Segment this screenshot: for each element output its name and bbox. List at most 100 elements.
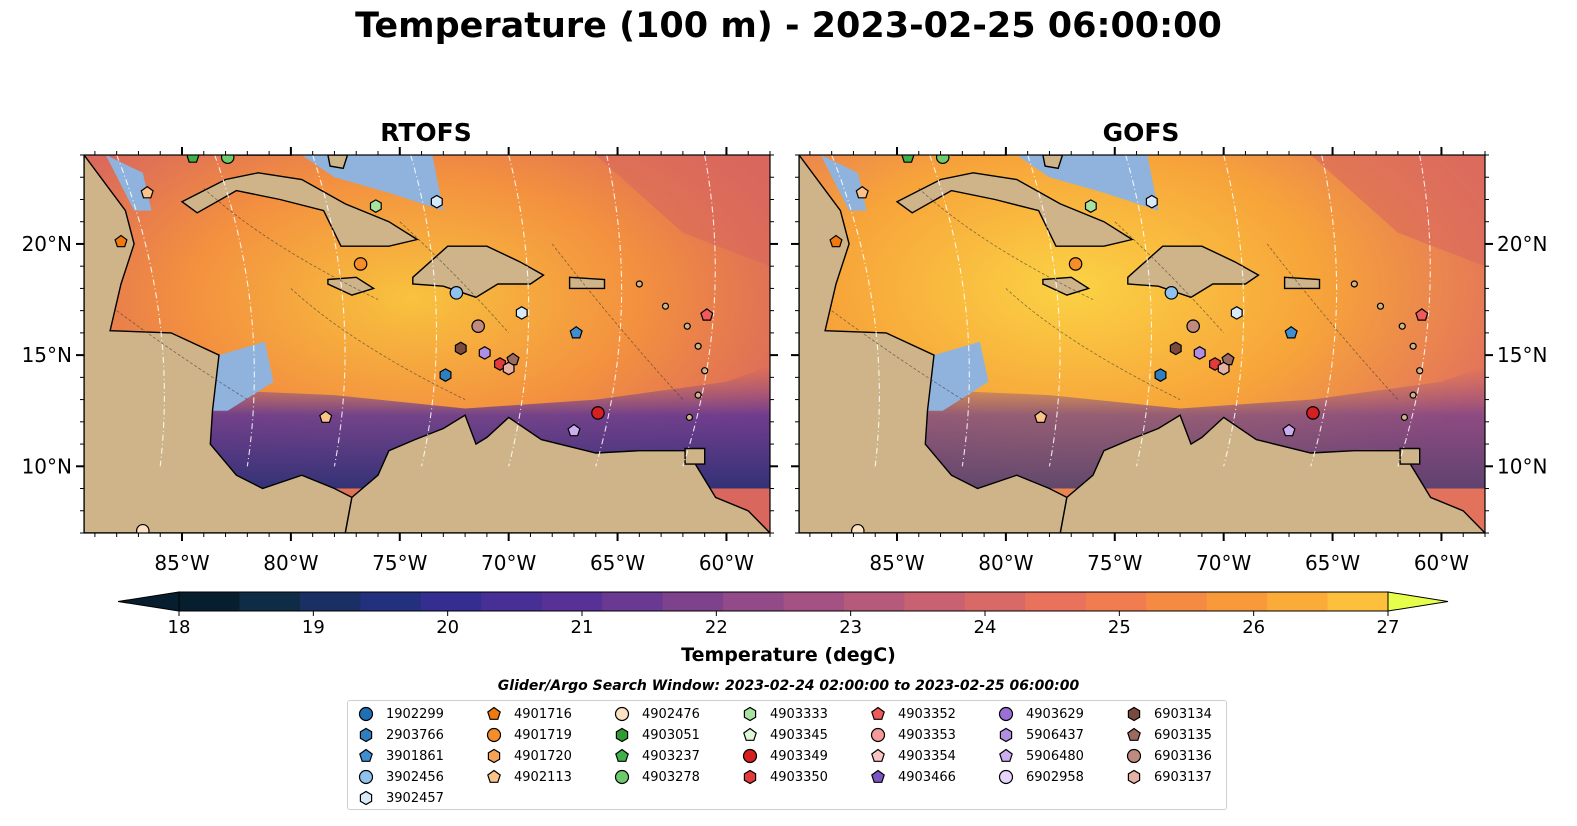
legend-marker-icon — [742, 748, 758, 764]
legend-item: 3902457 — [356, 788, 444, 808]
land-hispaniola — [1127, 245, 1260, 299]
lon-tick-label: 75°W — [372, 551, 427, 575]
boundary-line — [929, 155, 970, 467]
colorbar-segment — [1206, 592, 1268, 611]
legend-marker — [999, 727, 1013, 743]
float-marker-3902457 — [430, 194, 443, 209]
atlantic-field — [1310, 155, 1485, 267]
lon-tick-label: 65°W — [1305, 551, 1360, 575]
legend-item: 4903354 — [868, 746, 956, 766]
land-puertoRico — [568, 276, 606, 290]
legend-marker — [487, 748, 501, 764]
legend-marker-icon — [358, 706, 374, 722]
island — [683, 322, 691, 330]
legend-marker-icon — [743, 706, 757, 722]
shelf-bahamas — [301, 155, 444, 211]
colorbar-segment — [239, 592, 301, 611]
land-cuba — [180, 172, 419, 247]
float-marker-4903352 — [700, 308, 714, 321]
legend-label: 3901861 — [386, 748, 444, 764]
boundary-line — [1027, 155, 1061, 467]
float-marker-6903137 — [1217, 361, 1230, 376]
lon-tick-label: 65°W — [590, 551, 645, 575]
float-marker-3902456 — [449, 286, 464, 300]
legend-marker — [743, 706, 757, 722]
legend-marker — [742, 748, 758, 764]
colorbar-frame — [178, 591, 1389, 612]
colorbar-segment — [1085, 592, 1147, 611]
boundary-line — [508, 155, 530, 467]
legend-marker-icon — [487, 748, 501, 764]
colorbar-tick-label: 27 — [1376, 617, 1400, 638]
float-marker-4902113 — [140, 185, 154, 199]
legend-marker — [358, 769, 374, 785]
legend-marker — [359, 748, 373, 762]
legend-item: 4903278 — [612, 767, 700, 787]
lon-tick-label: 60°W — [1414, 551, 1469, 575]
legend-label: 4903466 — [898, 769, 956, 785]
legend-marker — [486, 727, 502, 743]
legend-item: 3902456 — [356, 767, 444, 787]
panel-title-gofs: GOFS — [1102, 118, 1180, 147]
float-marker-4903333 — [369, 199, 382, 213]
legend-marker — [999, 748, 1013, 762]
colorbar-segment — [1327, 592, 1389, 611]
shelf-bahamas — [1016, 155, 1159, 211]
island — [1376, 302, 1385, 310]
island — [1409, 391, 1417, 399]
colorbar-label: Temperature (degC) — [681, 644, 896, 666]
isobath — [1266, 243, 1399, 400]
legend-label: 4902476 — [642, 706, 700, 722]
land-southAmerica — [1059, 414, 1485, 533]
legend-item: 4901716 — [484, 704, 572, 724]
panel-frame — [798, 154, 1486, 534]
float-marker-4901716 — [829, 234, 843, 248]
legend-marker-icon — [487, 769, 501, 783]
figure-title: Temperature (100 m) - 2023-02-25 06:00:0… — [355, 6, 1222, 46]
boundary-line — [1310, 155, 1338, 467]
panel-frame — [83, 154, 771, 534]
legend-marker — [487, 706, 501, 720]
legend-item: 1902299 — [356, 704, 444, 724]
lat-tick-label: 15°N — [1497, 343, 1547, 367]
colorbar — [117, 591, 1449, 616]
legend-label: 4903629 — [1026, 706, 1084, 722]
legend-marker-icon — [743, 727, 757, 741]
legend-marker-icon — [870, 727, 886, 743]
legend-item: 4903237 — [612, 746, 700, 766]
legend-item: 6902958 — [996, 767, 1084, 787]
legend-marker-icon — [1127, 769, 1141, 785]
legend-item: 4902113 — [484, 767, 572, 787]
legend-marker — [743, 769, 757, 785]
float-marker-6903134 — [1169, 341, 1182, 356]
float-marker-6903137 — [502, 361, 515, 376]
legend-marker — [487, 769, 501, 783]
land-florida — [235, 155, 293, 156]
colorbar-segment — [1146, 592, 1208, 611]
float-marker-6903136 — [471, 319, 485, 334]
legend-marker-icon — [999, 748, 1013, 762]
land-bahamas1 — [327, 155, 349, 170]
boundary-line — [410, 155, 438, 467]
float-marker-4902476 — [136, 523, 150, 533]
float-marker-4903352 — [1415, 308, 1429, 321]
legend-label: 4903051 — [642, 727, 700, 743]
float-marker-4903237 — [901, 155, 915, 163]
legend-marker — [871, 748, 885, 762]
boundary-line — [214, 155, 255, 467]
lon-tick-label: 60°W — [699, 551, 754, 575]
isobath — [116, 310, 248, 400]
legend-marker-icon — [1127, 727, 1141, 741]
island — [1416, 367, 1424, 375]
lat-tick-label: 20°N — [1497, 232, 1547, 256]
legend-marker-icon — [615, 727, 629, 743]
map-rtofs — [84, 155, 770, 533]
legend-item: 4903051 — [612, 725, 700, 745]
float-marker-6903136 — [1186, 319, 1200, 334]
colorbar-segment — [360, 592, 422, 611]
legend-item: 4903629 — [996, 704, 1084, 724]
colorbar-segment — [964, 592, 1026, 611]
legend-label: 4902113 — [514, 769, 572, 785]
lat-tick-label: 10°N — [1497, 454, 1547, 478]
land-trinidad — [684, 447, 706, 465]
